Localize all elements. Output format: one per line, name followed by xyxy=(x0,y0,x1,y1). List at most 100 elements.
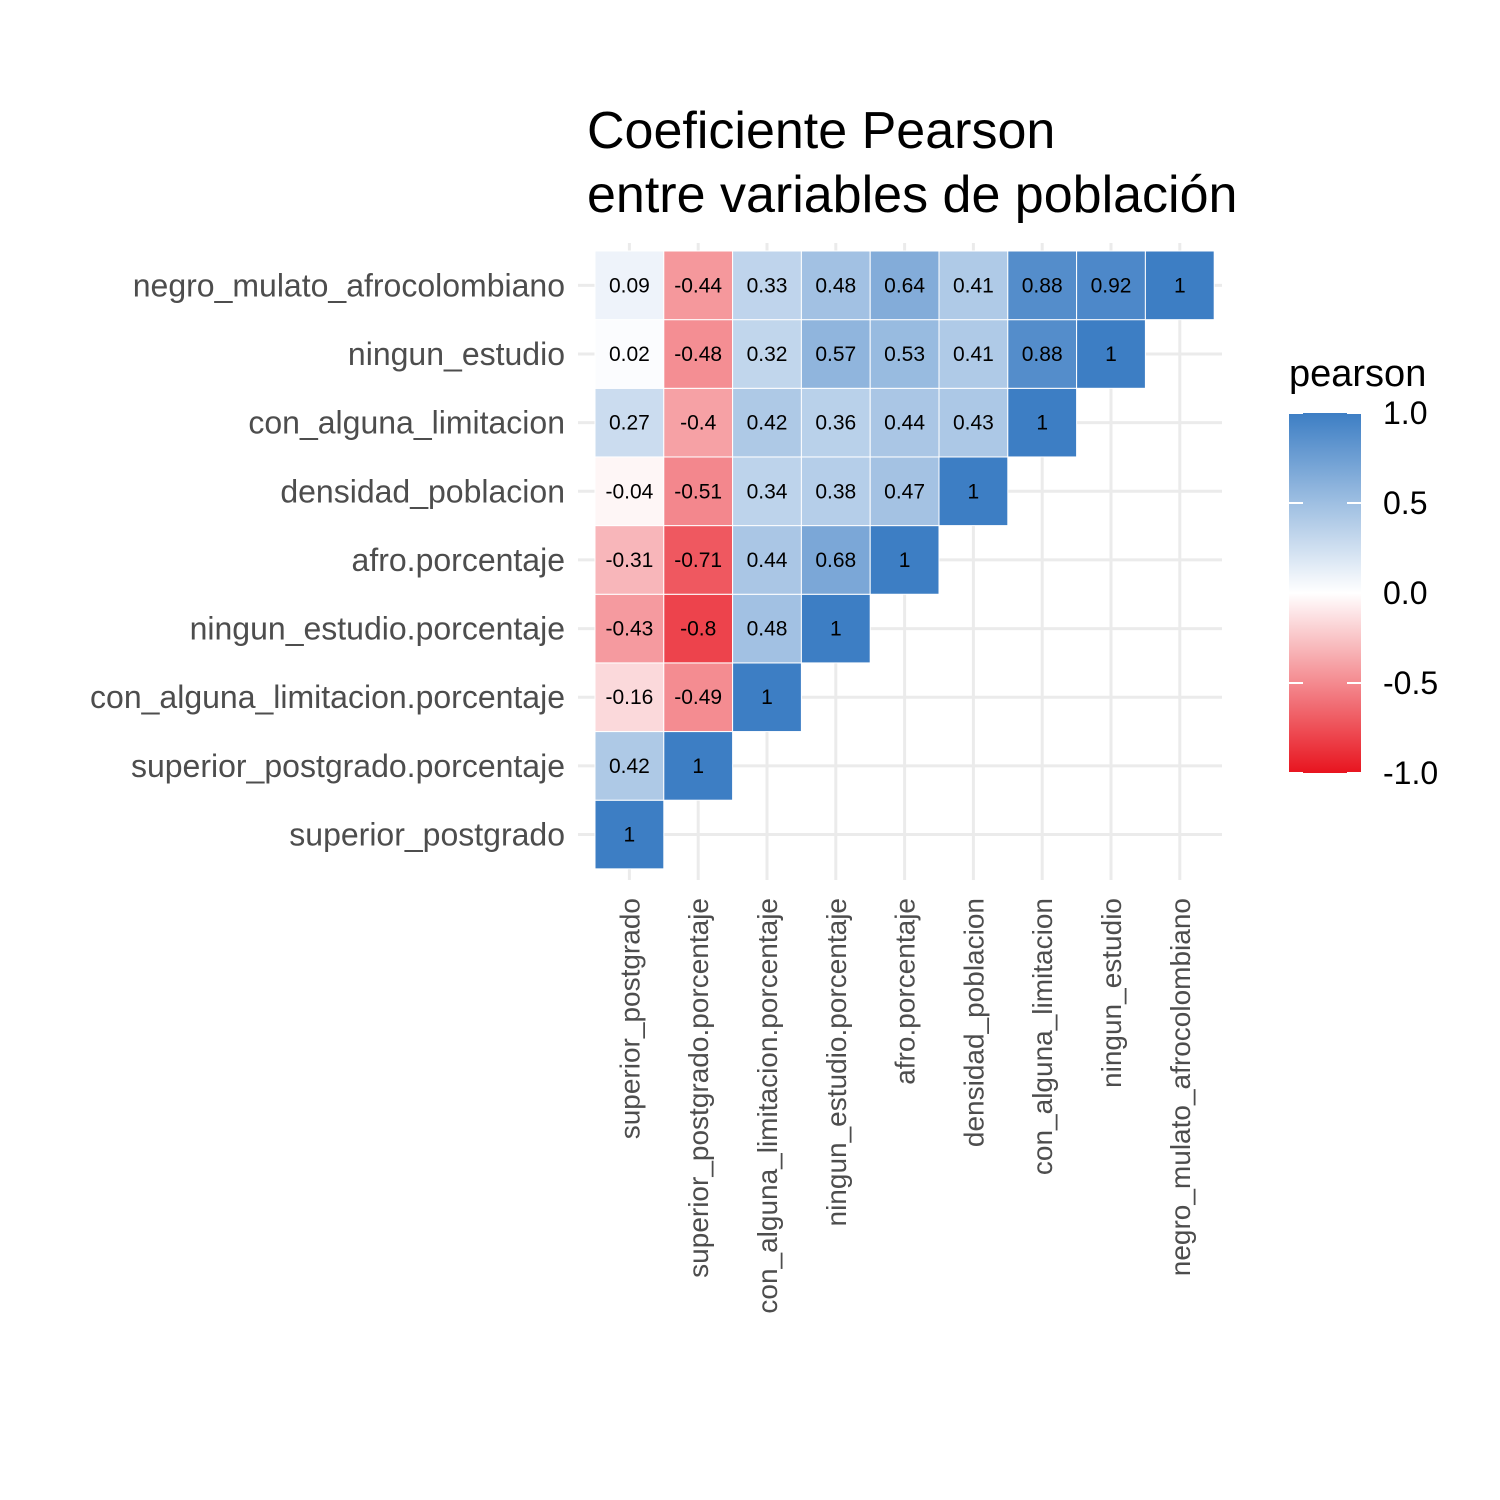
y-tick-label-superior-postgrado: superior_postgrado xyxy=(289,817,565,853)
heatmap-cell-densidad-poblacion--negro-mulato-afrocolombiano xyxy=(938,250,1009,321)
cell-value-label: 1 xyxy=(692,755,704,778)
y-tick-label-con-alguna-limitacion: con_alguna_limitacion xyxy=(248,405,565,441)
heatmap-cell-superior-postgrado-porcentaje--afro-porcentaje xyxy=(663,525,734,595)
cell-value-label: 0.88 xyxy=(1022,274,1063,297)
cell-value-label: 0.41 xyxy=(953,274,994,297)
cell-value-label: 0.57 xyxy=(815,343,856,366)
heatmap-cell-con-alguna-limitacion--con-alguna-limitacion xyxy=(1007,387,1078,458)
x-tick-label-ningun-estudio-porcentaje: ningun_estudio.porcentaje xyxy=(821,898,852,1226)
heatmap-cell-ningun-estudio-porcentaje--negro-mulato-afrocolombiano xyxy=(800,250,871,321)
cell-value-label: 0.33 xyxy=(747,274,788,297)
heatmap-cell-superior-postgrado--densidad-poblacion xyxy=(594,456,665,527)
x-tick-label-superior-postgrado-porcentaje: superior_postgrado.porcentaje xyxy=(683,898,714,1278)
heatmap-cell-superior-postgrado-porcentaje--ningun-estudio-porcentaje xyxy=(663,593,734,664)
heatmap-cell-superior-postgrado-porcentaje--negro-mulato-afrocolombiano xyxy=(663,250,734,321)
cell-value-label: -0.16 xyxy=(605,686,653,709)
cell-value-label: 0.09 xyxy=(609,274,650,297)
heatmap-cell-ningun-estudio-porcentaje--con-alguna-limitacion xyxy=(800,387,871,458)
cell-value-label: -0.48 xyxy=(674,343,722,366)
cell-value-label: 1 xyxy=(899,549,911,572)
cell-value-label: 0.68 xyxy=(815,549,856,572)
heatmap-cell-negro-mulato-afrocolombiano--negro-mulato-afrocolombiano xyxy=(1144,250,1215,321)
cell-value-label: 0.43 xyxy=(953,412,994,435)
chart-title: Coeficiente Pearson entre variables de p… xyxy=(587,102,1237,224)
x-axis-labels: superior_postgrado superior_postgrado.por… xyxy=(614,898,1195,1314)
cell-value-label: 0.47 xyxy=(884,480,925,503)
heatmap-cell-densidad-poblacion--densidad-poblacion xyxy=(938,456,1009,527)
heatmap-cell-ningun-estudio-porcentaje--ningun-estudio-porcentaje xyxy=(800,593,871,664)
chart-title-line-1: Coeficiente Pearson xyxy=(587,102,1055,160)
cell-value-label: 0.44 xyxy=(884,412,925,435)
cell-value-label: 0.44 xyxy=(747,549,788,572)
heatmap-cell-con-alguna-limitacion-porcentaje--afro-porcentaje xyxy=(732,525,802,595)
cell-value-label: 0.36 xyxy=(815,412,856,435)
legend-break-label: -0.5 xyxy=(1383,665,1438,701)
legend-break-label: 1.0 xyxy=(1383,395,1427,431)
heatmap-cell-ningun-estudio-porcentaje--ningun-estudio xyxy=(800,319,871,389)
cell-value-label: -0.04 xyxy=(605,480,653,503)
cell-value-label: 0.42 xyxy=(747,412,788,435)
heatmap-cell-afro-porcentaje--negro-mulato-afrocolombiano xyxy=(869,250,940,321)
heatmap-cell-densidad-poblacion--con-alguna-limitacion xyxy=(938,387,1009,458)
cell-value-label: 0.53 xyxy=(884,343,925,366)
cell-value-label: 0.32 xyxy=(747,343,788,366)
y-tick-label-superior-postgrado-porcentaje: superior_postgrado.porcentaje xyxy=(131,748,565,784)
x-tick-label-afro-porcentaje: afro.porcentaje xyxy=(890,898,921,1085)
cell-value-label: 1 xyxy=(1036,412,1048,435)
heatmap-cell-con-alguna-limitacion-porcentaje--ningun-estudio xyxy=(732,319,802,389)
heatmap-cell-afro-porcentaje--ningun-estudio xyxy=(869,319,940,389)
legend-title: pearson xyxy=(1289,353,1426,395)
legend-break-label: 0.5 xyxy=(1383,485,1427,521)
chart-title-line-2: entre variables de población xyxy=(587,166,1237,224)
heatmap-cell-con-alguna-limitacion-porcentaje--con-alguna-limitacion-porcentaje xyxy=(732,662,802,733)
cell-value-label: 1 xyxy=(1105,343,1117,366)
cell-value-label: 0.88 xyxy=(1022,343,1063,366)
cell-value-label: 0.42 xyxy=(609,755,650,778)
heatmap-cell-superior-postgrado-porcentaje--con-alguna-limitacion xyxy=(663,387,734,458)
cell-value-label: 1 xyxy=(761,686,773,709)
cell-value-label: -0.71 xyxy=(674,549,722,572)
heatmap-cell-con-alguna-limitacion--negro-mulato-afrocolombiano xyxy=(1007,250,1078,321)
cell-value-label: -0.43 xyxy=(605,618,653,641)
x-tick-label-negro-mulato-afrocolombiano: negro_mulato_afrocolombiano xyxy=(1165,898,1196,1276)
cell-value-label: -0.49 xyxy=(674,686,722,709)
y-tick-label-densidad-poblacion: densidad_poblacion xyxy=(280,473,565,509)
heatmap-cell-afro-porcentaje--afro-porcentaje xyxy=(869,525,940,595)
heatmap-cell-superior-postgrado--con-alguna-limitacion xyxy=(594,387,665,458)
cell-value-label: 0.02 xyxy=(609,343,650,366)
x-tick-label-ningun-estudio: ningun_estudio xyxy=(1096,898,1127,1088)
heatmap-cell-afro-porcentaje--densidad-poblacion xyxy=(869,456,940,527)
heatmap-cell-afro-porcentaje--con-alguna-limitacion xyxy=(869,387,940,458)
heatmap-cell-superior-postgrado--ningun-estudio xyxy=(594,319,665,389)
cell-value-label: -0.8 xyxy=(680,618,716,641)
heatmap-cell-con-alguna-limitacion-porcentaje--con-alguna-limitacion xyxy=(732,387,802,458)
heatmap-cell-ningun-estudio-porcentaje--densidad-poblacion xyxy=(800,456,871,527)
y-tick-label-negro-mulato-afrocolombiano: negro_mulato_afrocolombiano xyxy=(133,267,565,303)
cell-value-label: -0.51 xyxy=(674,480,722,503)
cell-value-label: 1 xyxy=(830,618,842,641)
heatmap-cell-con-alguna-limitacion-porcentaje--densidad-poblacion xyxy=(732,456,802,527)
cell-value-label: 0.64 xyxy=(884,274,925,297)
y-axis-labels: superior_postgrado superior_postgrado.por… xyxy=(90,267,565,852)
cell-value-label: 0.48 xyxy=(815,274,856,297)
heatmap-cell-ningun-estudio--negro-mulato-afrocolombiano xyxy=(1076,250,1146,321)
y-tick-label-afro-porcentaje: afro.porcentaje xyxy=(352,542,565,578)
x-tick-label-con-alguna-limitacion: con_alguna_limitacion xyxy=(1027,898,1058,1175)
heatmap-cell-ningun-estudio--ningun-estudio xyxy=(1076,319,1146,389)
cell-value-label: 0.27 xyxy=(609,412,650,435)
y-tick-label-ningun-estudio-porcentaje: ningun_estudio.porcentaje xyxy=(190,611,565,647)
cell-value-label: -0.4 xyxy=(680,412,717,435)
x-tick-label-con-alguna-limitacion-porcentaje: con_alguna_limitacion.porcentaje xyxy=(752,898,783,1314)
legend-break-label: -1.0 xyxy=(1383,755,1438,791)
cell-value-label: 1 xyxy=(624,824,636,847)
cell-value-label: 0.48 xyxy=(747,618,788,641)
cell-value-label: 1 xyxy=(968,480,980,503)
cell-value-label: 1 xyxy=(1174,274,1186,297)
heatmap-cell-superior-postgrado--con-alguna-limitacion-porcentaje xyxy=(594,662,665,733)
heatmap-cells xyxy=(594,250,1215,870)
legend-break-label: 0.0 xyxy=(1383,575,1427,611)
y-tick-label-ningun-estudio: ningun_estudio xyxy=(348,336,565,372)
x-tick-label-superior-postgrado: superior_postgrado xyxy=(614,898,645,1139)
